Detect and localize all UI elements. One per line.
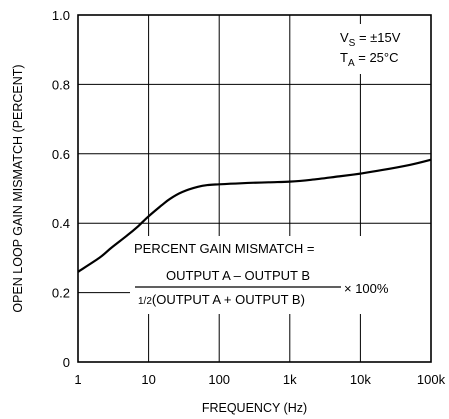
x-axis-title: FREQUENCY (Hz) bbox=[202, 401, 307, 415]
y-axis-title: OPEN LOOP GAIN MISMATCH (PERCENT) bbox=[11, 64, 25, 312]
x-tick-label: 1 bbox=[74, 372, 81, 387]
series-layer bbox=[77, 158, 432, 273]
formula-multiplier: × 100% bbox=[344, 281, 389, 296]
y-tick-label: 0.4 bbox=[52, 216, 70, 231]
annotation-backgrounds bbox=[130, 24, 432, 314]
y-tick-label: 0.8 bbox=[52, 77, 70, 92]
test-conditions: VS = ±15V TA = 25°C bbox=[340, 30, 401, 69]
x-tick-label: 10k bbox=[350, 372, 371, 387]
tick-labels: 1 10 100 1k 10k 100k 0 0.2 0.4 0.6 0.8 1.0 bbox=[52, 8, 446, 387]
y-tick-label: 0.2 bbox=[52, 286, 70, 301]
y-tick-label: 0.6 bbox=[52, 147, 70, 162]
plot-frame bbox=[77, 14, 432, 363]
formula-background bbox=[130, 236, 432, 314]
gain-mismatch-formula: PERCENT GAIN MISMATCH = OUTPUT A – OUTPU… bbox=[134, 241, 389, 307]
x-tick-label: 10 bbox=[141, 372, 155, 387]
formula-denominator: 1/2(OUTPUT A + OUTPUT B) bbox=[138, 292, 305, 307]
formula-numerator: OUTPUT A – OUTPUT B bbox=[166, 268, 310, 283]
y-tick-label: 1.0 bbox=[52, 8, 70, 23]
x-tick-label: 100k bbox=[417, 372, 446, 387]
x-tick-label: 1k bbox=[283, 372, 297, 387]
supply-voltage-label: VS = ±15V bbox=[340, 30, 401, 49]
conditions-background bbox=[330, 24, 430, 74]
ambient-temperature-label: TA = 25°C bbox=[340, 50, 399, 69]
x-tick-label: 100 bbox=[208, 372, 230, 387]
formula-heading: PERCENT GAIN MISMATCH = bbox=[134, 241, 314, 256]
y-tick-label: 0 bbox=[63, 355, 70, 370]
gain-mismatch-curve bbox=[77, 158, 432, 273]
